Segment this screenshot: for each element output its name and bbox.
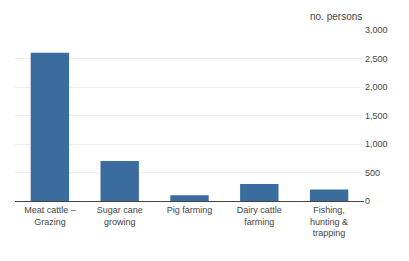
svg-text:Dairy cattlefarming: Dairy cattlefarming [237, 205, 282, 227]
svg-text:Sugar canegrowing: Sugar canegrowing [97, 205, 143, 227]
svg-text:1,000: 1,000 [365, 139, 388, 149]
svg-text:500: 500 [365, 168, 380, 178]
svg-text:2,000: 2,000 [365, 82, 388, 92]
svg-text:no. persons: no. persons [310, 11, 362, 22]
svg-text:1,500: 1,500 [365, 111, 388, 121]
svg-text:Meat cattle –Grazing: Meat cattle –Grazing [24, 205, 76, 227]
svg-text:Fishing,hunting &trapping: Fishing,hunting &trapping [310, 205, 348, 238]
svg-text:3,000: 3,000 [365, 25, 388, 35]
svg-text:Pig farming: Pig farming [167, 205, 213, 215]
svg-text:2,500: 2,500 [365, 54, 388, 64]
svg-text:0: 0 [365, 196, 370, 206]
